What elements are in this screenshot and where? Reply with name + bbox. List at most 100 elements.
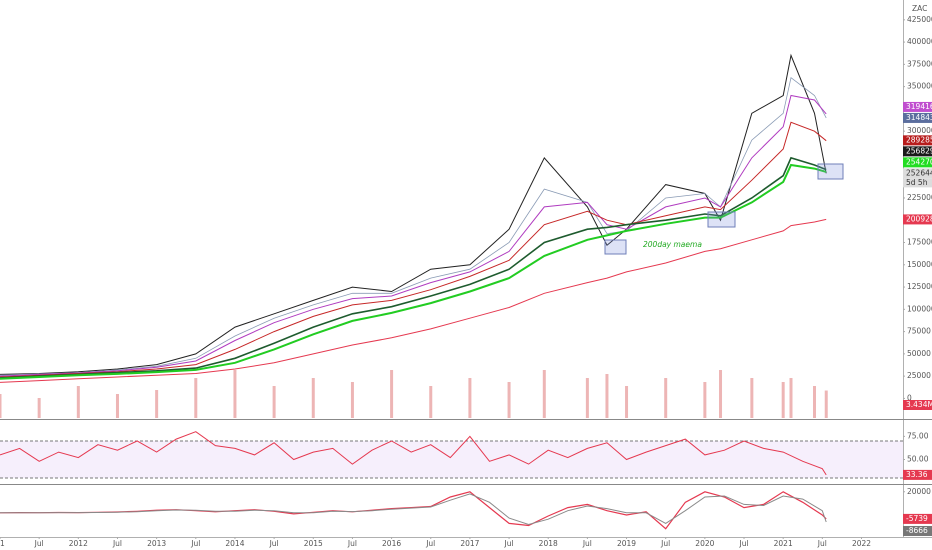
- price-label: 256829: [906, 146, 932, 155]
- volume-bar: [625, 386, 629, 418]
- y-tick-label: 225000: [907, 193, 932, 202]
- volume-bar: [76, 386, 80, 418]
- volume-bar: [0, 394, 2, 418]
- volume-bar: [350, 382, 354, 418]
- series-line: [0, 53, 827, 375]
- price-label: 289285: [906, 135, 932, 144]
- volume-bar: [789, 378, 793, 418]
- volume-bar: [429, 386, 433, 418]
- y-tick-label: 0: [907, 393, 912, 402]
- volume-bar: [272, 386, 276, 418]
- volume-bar: [605, 374, 609, 418]
- volume-bar: [155, 390, 159, 418]
- series-line: [0, 156, 827, 379]
- rsi-band: [0, 440, 903, 479]
- y-tick-label: 100000: [907, 304, 932, 313]
- volume-bar: [194, 378, 198, 418]
- volume-bar: [781, 382, 785, 418]
- x-tick-label: 2019: [617, 539, 636, 548]
- x-tick-label: 2018: [539, 539, 558, 548]
- price-label: -5739: [906, 514, 928, 523]
- x-tick-label: Jul: [269, 539, 279, 548]
- price-label: 3.434M: [906, 400, 932, 409]
- x-tick-label: 2017: [460, 539, 479, 548]
- x-tick-label: Jul: [817, 539, 827, 548]
- volume-bar: [311, 378, 315, 418]
- y-tick-label: 300000: [907, 126, 932, 135]
- price-label: 33.36: [906, 470, 928, 479]
- price-label: 252644: [906, 168, 932, 177]
- x-tick-label: Jul: [112, 539, 122, 548]
- volume-bar: [719, 370, 723, 418]
- volume-bar: [507, 382, 511, 418]
- price-label-box: [903, 513, 932, 524]
- volume-bar: [233, 370, 237, 418]
- y-tick-label: 425000: [907, 15, 932, 24]
- x-tick-label: Jul: [660, 539, 670, 548]
- y-tick-label: 350000: [907, 82, 932, 91]
- x-tick-label: 2012: [69, 539, 88, 548]
- series-line: [0, 431, 827, 476]
- x-tick-label: 2014: [225, 539, 244, 548]
- volume-bar: [468, 378, 472, 418]
- x-tick-label: 2016: [382, 539, 401, 548]
- volume-bar: [664, 378, 668, 418]
- y-tick-label: 125000: [907, 282, 932, 291]
- y-tick-label: 150000: [907, 260, 932, 269]
- price-label-box: [903, 469, 932, 480]
- volume-bar: [824, 390, 828, 418]
- symbol-label: ZAC: [912, 4, 927, 13]
- x-tick-label: Jul: [425, 539, 435, 548]
- x-tick-label: Jul: [582, 539, 592, 548]
- y-tick-label: 25000: [907, 371, 931, 380]
- x-tick-label: 2015: [304, 539, 323, 548]
- volume-bar: [813, 386, 817, 418]
- volume-bar: [390, 370, 394, 418]
- y-tick-label: 400000: [907, 37, 932, 46]
- price-label-box: [903, 214, 932, 225]
- y-tick-label: 75000: [907, 327, 931, 336]
- price-label-box: [903, 146, 932, 157]
- annotation: 200day maema: [643, 240, 702, 249]
- highlight-box: [817, 163, 844, 180]
- price-label-box: [903, 525, 932, 536]
- x-tick-label: 2020: [695, 539, 714, 548]
- price-label: 254270: [906, 157, 932, 166]
- y-tick-label: 50000: [907, 349, 931, 358]
- x-tick-label: Jul: [347, 539, 357, 548]
- x-tick-label: 11: [0, 539, 5, 548]
- price-label-box: [903, 135, 932, 146]
- price-label-box: [903, 101, 932, 112]
- volume-bar: [703, 382, 707, 418]
- x-tick-label: 2022: [852, 539, 871, 548]
- price-label: 319416: [906, 102, 932, 111]
- series-line: [0, 218, 827, 383]
- x-tick-label: Jul: [504, 539, 514, 548]
- volume-bar: [585, 378, 589, 418]
- volume-bar: [37, 398, 41, 418]
- volume-bar: [750, 378, 754, 418]
- series-line: [0, 94, 827, 377]
- price-label-box: [903, 400, 932, 410]
- y-tick-label: 75.00: [907, 431, 929, 440]
- x-tick-label: 2013: [147, 539, 166, 548]
- price-label-box: [903, 112, 932, 123]
- price-label: 200928: [906, 214, 932, 223]
- series-line: [0, 121, 827, 378]
- volume-bar: [115, 394, 119, 418]
- price-label: 314843: [906, 113, 932, 122]
- y-tick-label: 375000: [907, 59, 932, 68]
- price-label: -8666: [906, 526, 928, 535]
- x-tick-label: Jul: [34, 539, 44, 548]
- price-label-box: [903, 168, 932, 179]
- x-tick-label: 2021: [774, 539, 793, 548]
- y-tick-label: 175000: [907, 238, 932, 247]
- countdown-box: [903, 178, 932, 188]
- y-tick-label: 50.00: [907, 454, 929, 463]
- price-label-box: [903, 157, 932, 168]
- highlight-box: [604, 239, 627, 255]
- series-line: [0, 493, 827, 526]
- x-tick-label: Jul: [738, 539, 748, 548]
- countdown: 5d 5h: [906, 178, 928, 187]
